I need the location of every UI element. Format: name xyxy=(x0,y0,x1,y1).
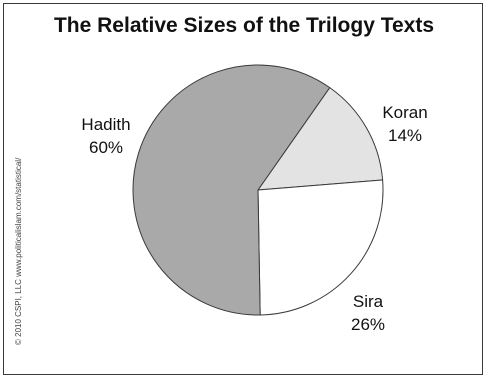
chart-title: The Relative Sizes of the Trilogy Texts xyxy=(53,14,435,37)
pie-slice-koran xyxy=(256,86,384,191)
slice-label-koran-value: 14% xyxy=(388,126,422,145)
pie-slice-sira xyxy=(257,179,384,316)
slice-label-hadith-name: Hadith xyxy=(81,115,130,134)
slice-label-sira-value: 26% xyxy=(351,315,385,334)
slice-label-sira-name: Sira xyxy=(353,292,384,311)
pie-slice-hadith xyxy=(132,64,331,316)
pie-slices xyxy=(132,64,384,316)
slice-label-koran-name: Koran xyxy=(382,103,427,122)
slice-label-hadith-value: 60% xyxy=(89,138,123,157)
